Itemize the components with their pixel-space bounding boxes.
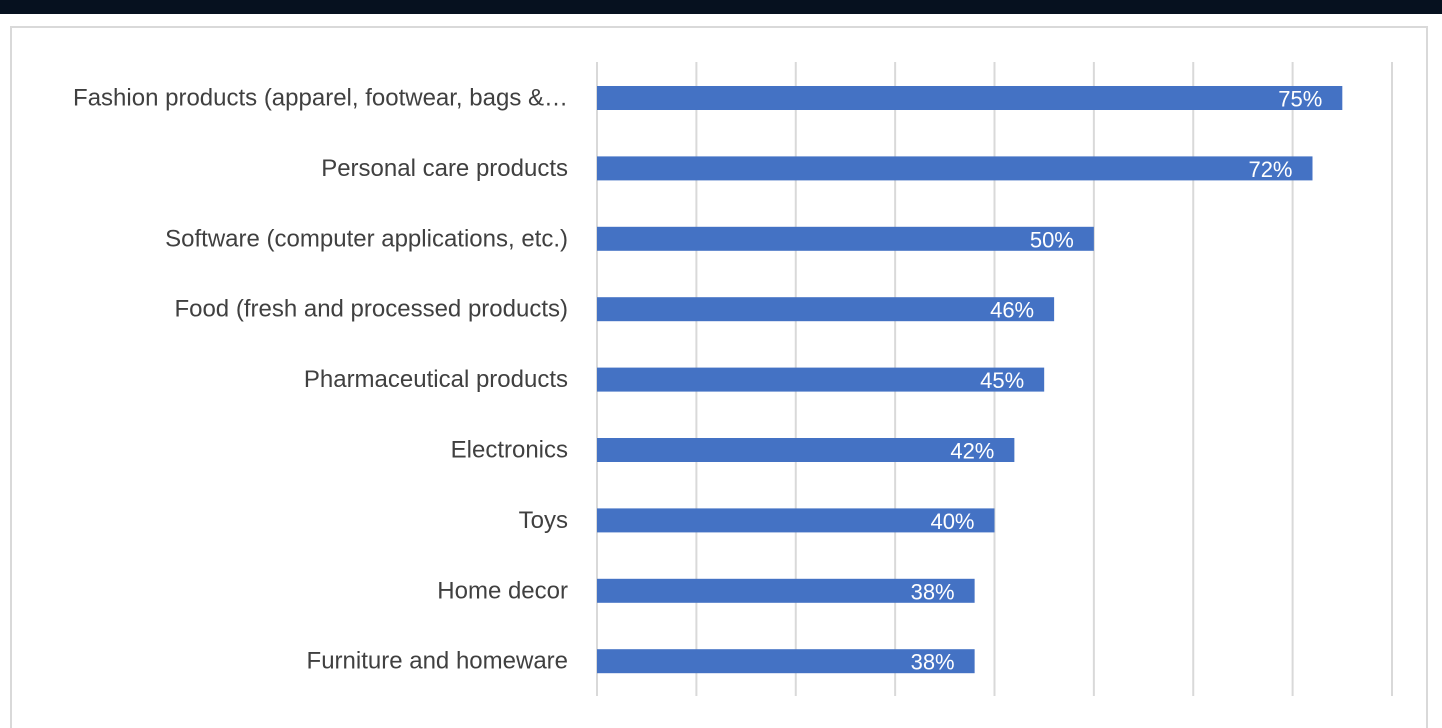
bar <box>597 578 975 603</box>
category-label: Electronics <box>451 437 568 464</box>
category-label: Home decor <box>437 577 568 604</box>
bar <box>597 86 1343 110</box>
category-label: Pharmaceutical products <box>304 366 568 393</box>
category-label: Toys <box>519 507 568 534</box>
category-label: Food (fresh and processed products) <box>174 296 568 323</box>
bars <box>597 86 1343 674</box>
value-label: 50% <box>1030 227 1074 252</box>
value-label: 40% <box>930 509 974 534</box>
value-label: 42% <box>950 439 994 464</box>
bar <box>597 156 1313 181</box>
value-label: 75% <box>1278 87 1322 112</box>
category-labels: Fashion products (apparel, footwear, bag… <box>73 85 568 675</box>
value-label: 46% <box>990 298 1034 323</box>
value-label: 72% <box>1248 157 1292 182</box>
bar <box>597 226 1094 251</box>
value-labels: 75% 72% 50% 46% 45% 42% 40% 38% 38% <box>911 87 1323 675</box>
category-label: Furniture and homeware <box>307 648 568 675</box>
window-top-bar <box>0 0 1442 14</box>
bar <box>597 297 1055 322</box>
category-label: Software (computer applications, etc.) <box>165 225 568 252</box>
bar <box>597 649 975 674</box>
bar <box>597 438 1015 462</box>
value-label: 38% <box>911 650 955 675</box>
value-label: 45% <box>980 368 1024 393</box>
category-label: Personal care products <box>321 155 568 182</box>
bar <box>597 367 1045 392</box>
category-label: Fashion products (apparel, footwear, bag… <box>73 85 568 112</box>
value-label: 38% <box>911 579 955 604</box>
bar <box>597 508 995 533</box>
